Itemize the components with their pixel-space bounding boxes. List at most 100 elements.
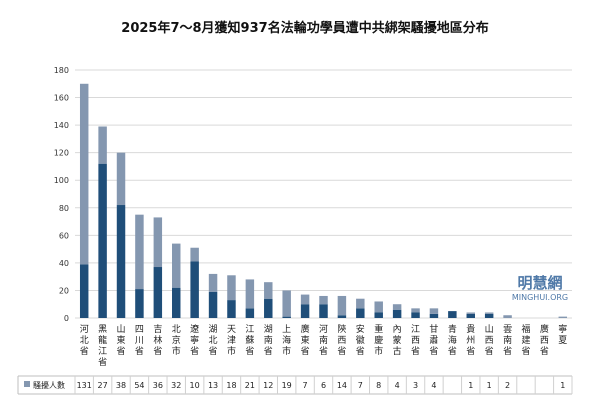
table-value: 27 (98, 381, 108, 390)
bar-segment-upper (503, 315, 512, 318)
bar-segment-upper (172, 243, 181, 288)
category-label: 福建省 (521, 323, 530, 357)
bar-segment-upper (411, 308, 420, 313)
category-label: 上海市 (282, 324, 291, 357)
grid-layer: 0 20 40 60 80 100 120 140 160 180 (54, 66, 572, 323)
table-value: 6 (321, 381, 326, 390)
chart-title: 2025年7～8月獲知937名法輪功學員遭中共綁架騷擾地區分布 (121, 20, 488, 36)
data-table: 騷擾人數 131 27 38 54 36 32 10 13 18 21 12 19 7 6 14 7 8 4 3 4 1 1… (17, 375, 573, 395)
bar-segment-lower (245, 308, 255, 318)
category-label: 重慶市 (374, 323, 383, 357)
y-tick-label: 0 (64, 314, 69, 323)
category-label: 貴州省 (466, 323, 475, 357)
bar-segment-lower (190, 261, 199, 318)
category-label: 山西省 (485, 324, 494, 357)
bar-segment-upper (282, 290, 291, 317)
bar-segment-upper (79, 83, 89, 265)
table-value: 19 (282, 381, 292, 390)
table-value: 4 (431, 381, 436, 390)
category-label: 河北省 (80, 323, 89, 357)
category-label: 陝西省 (337, 324, 346, 357)
bar-segment-lower (264, 298, 273, 318)
bar-segment-upper (484, 312, 494, 314)
category-label: 內蒙古 (393, 324, 402, 357)
category-label: 天津市 (227, 325, 236, 357)
category-label: 雲南省 (503, 324, 512, 357)
y-tick-label: 100 (54, 176, 69, 185)
bar-segment-lower (392, 309, 402, 318)
watermark-url: MINGHUI.ORG (512, 293, 568, 302)
bar-segment-upper (337, 295, 347, 316)
bar-segment-lower (208, 291, 218, 318)
bar-segment-upper (190, 247, 199, 262)
table-value: 38 (116, 381, 126, 390)
bar-layer (79, 83, 568, 318)
bar-segment-lower (135, 289, 144, 318)
category-label: 寧夏 (558, 323, 567, 346)
table-value: 1 (560, 381, 565, 390)
bar-segment-lower (374, 312, 383, 318)
table-value: 54 (134, 381, 144, 390)
category-label: 吉林省 (153, 324, 162, 357)
bar-segment-lower (466, 313, 475, 318)
table-value: 32 (171, 381, 181, 390)
bar-segment-lower (116, 205, 126, 318)
category-label: 江西省 (411, 324, 420, 357)
bar-segment-lower (79, 264, 89, 318)
bar-segment-upper (153, 217, 163, 268)
table-value: 36 (153, 381, 163, 390)
bar-segment-lower (337, 315, 347, 318)
bar-segment-lower (172, 287, 181, 318)
bar-segment-upper (264, 282, 273, 299)
table-value: 7 (303, 381, 308, 390)
category-label: 四川省 (135, 325, 144, 357)
bar-segment-lower (282, 316, 291, 318)
table-value: 14 (337, 381, 347, 390)
table-value: 2 (505, 381, 510, 390)
category-label: 遼寧省 (190, 323, 199, 357)
bar-segment-lower (429, 313, 439, 318)
legend-swatch (24, 381, 30, 387)
bar-segment-lower (319, 304, 328, 318)
category-label: 廣西省 (540, 323, 549, 357)
bar-segment-upper (135, 214, 144, 290)
category-label: 黑龍江省 (98, 324, 107, 368)
bar-segment-upper (300, 294, 310, 305)
table-value: 7 (358, 381, 363, 390)
watermark: 明慧網 MINGHUI.ORG (512, 274, 568, 302)
bar-segment-upper (466, 312, 475, 314)
table-value: 4 (395, 381, 400, 390)
y-tick-label: 40 (59, 259, 69, 268)
category-label: 山東省 (117, 324, 126, 357)
table-value: 18 (226, 381, 236, 390)
bar-segment-lower (300, 304, 310, 318)
bar-segment-upper (374, 301, 383, 313)
bar-segment-upper (319, 295, 328, 305)
bar-segment-upper (558, 316, 568, 318)
bar-segment-upper (227, 275, 236, 301)
bar-segment-lower (98, 163, 107, 318)
y-tick-label: 160 (54, 94, 69, 103)
bar-segment-upper (116, 152, 126, 206)
table-value: 8 (376, 381, 381, 390)
table-value: 3 (413, 381, 418, 390)
bar-segment-lower (411, 312, 420, 318)
category-label: 江蘇省 (245, 324, 254, 357)
bar-segment-upper (98, 126, 107, 164)
y-tick-label: 60 (59, 231, 69, 240)
bar-segment-upper (356, 298, 365, 309)
y-tick-label: 80 (59, 204, 69, 213)
table-value: 10 (190, 381, 200, 390)
category-label: 北京市 (172, 324, 181, 357)
table-value: 131 (77, 381, 92, 390)
bar-segment-lower (356, 308, 365, 318)
category-label: 甘肅省 (429, 323, 438, 357)
legend-label: 騷擾人數 (33, 380, 65, 390)
table-value: 13 (208, 381, 218, 390)
table-value: 1 (468, 381, 473, 390)
watermark-name: 明慧網 (517, 274, 562, 292)
category-label: 安徽省 (356, 323, 365, 357)
bar-segment-upper (245, 279, 255, 309)
